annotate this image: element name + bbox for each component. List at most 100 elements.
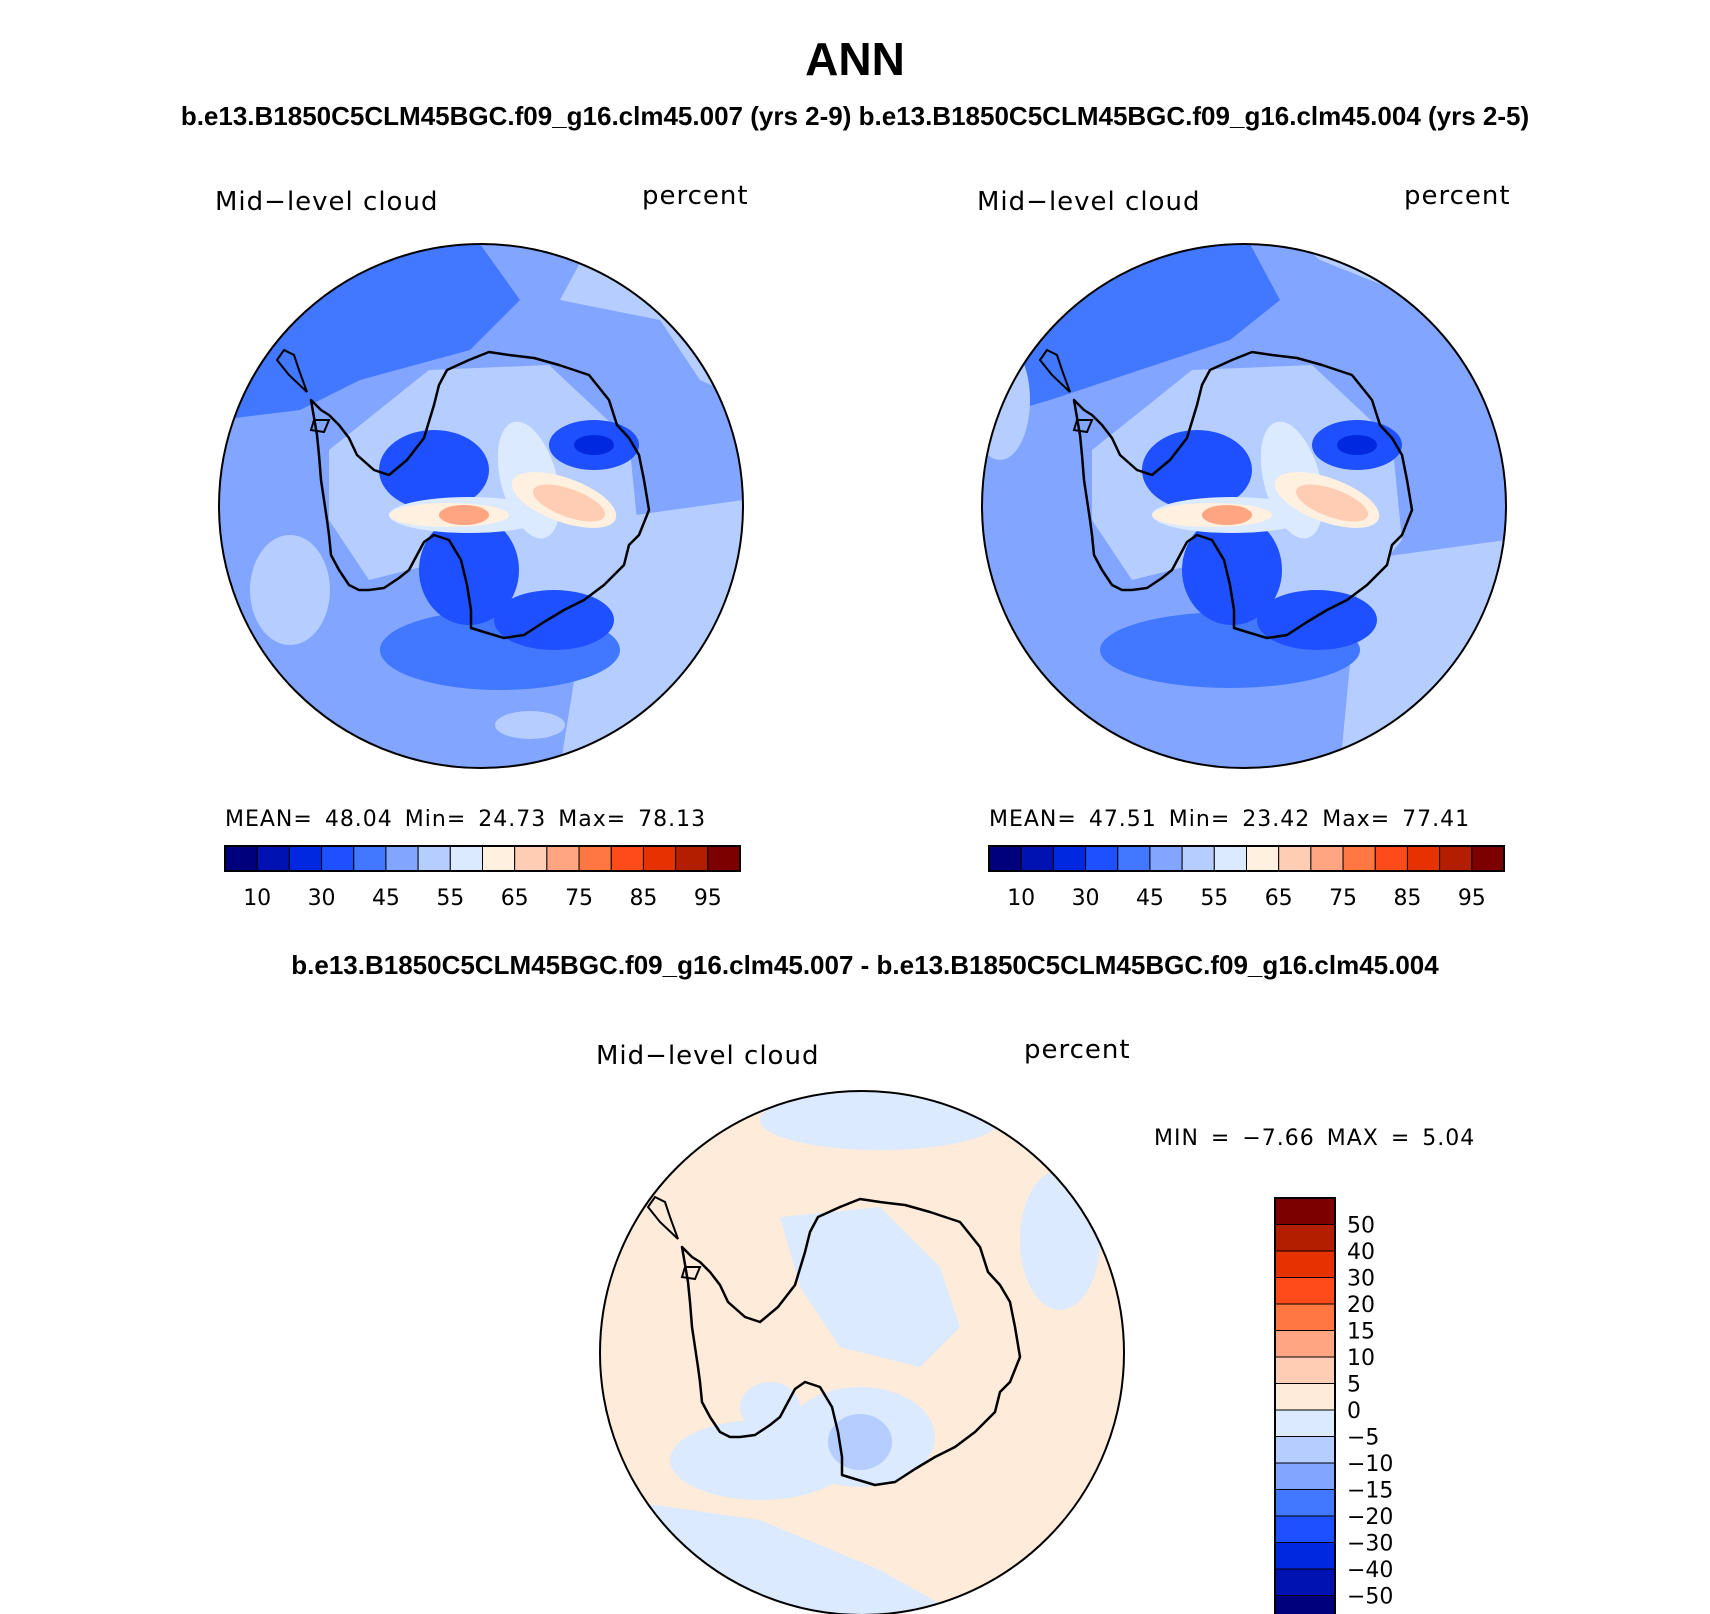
panel1-colorbar-swatch (256, 845, 290, 872)
panel1-stats: MEAN= 48.04 Min= 24.73 Max= 78.13 (225, 807, 707, 832)
panel2-colorbar-swatch (1310, 845, 1344, 872)
diff-colorbar-swatch (1274, 1197, 1336, 1225)
panel2-units-label: percent (1404, 181, 1511, 211)
diff-colorbar-tick-label: 20 (1347, 1293, 1375, 1318)
panel1-units-label: percent (642, 181, 749, 211)
panel2-colorbar-swatch (1052, 845, 1087, 872)
panel2-map (982, 244, 1506, 768)
panel1-colorbar-swatch (417, 845, 451, 872)
panel2-colorbar-swatch (988, 845, 1022, 872)
panel2-colorbar-tick-label: 65 (1265, 886, 1293, 911)
diff-colorbar-swatch (1274, 1224, 1336, 1252)
panel2-colorbar-swatch (1278, 845, 1312, 872)
diff-variable-label: Mid−level cloud (596, 1041, 820, 1071)
panel2-colorbar-swatch (1085, 845, 1119, 872)
panel2-colorbar-tick-label: 55 (1200, 886, 1228, 911)
diff-colorbar-tick-label: 50 (1347, 1214, 1375, 1239)
panel1-colorbar-tick-label: 75 (565, 886, 593, 911)
diff-colorbar-tick-label: −20 (1347, 1505, 1393, 1530)
diff-colorbar-tick-label: 15 (1347, 1320, 1375, 1345)
diff-colorbar-tick-label: −50 (1347, 1585, 1393, 1610)
difference-subtitle: b.e13.B1850C5CLM45BGC.f09_g16.clm45.007 … (291, 950, 1439, 980)
panel1-colorbar-tick-label: 45 (372, 886, 400, 911)
panel2-colorbar-swatch (1439, 845, 1473, 872)
panel2-colorbar-tick-label: 10 (1007, 886, 1035, 911)
panel1-colorbar-swatch (675, 845, 709, 872)
diff-colorbar-swatch (1274, 1303, 1336, 1331)
diff-colorbar-swatch (1274, 1330, 1336, 1358)
panel1-colorbar-tick-label: 10 (243, 886, 271, 911)
diff-colorbar-tick-label: 0 (1347, 1399, 1361, 1424)
panel2-colorbar-swatch (1213, 845, 1247, 872)
panel2-colorbar-swatch (1471, 845, 1505, 872)
diff-colorbar-swatch (1274, 1568, 1336, 1596)
panel2-map-border (981, 243, 1507, 769)
panel1-colorbar-tick-label: 30 (308, 886, 336, 911)
diff-colorbar-tick-label: 5 (1347, 1373, 1361, 1398)
panel1-colorbar-swatch (224, 845, 258, 872)
diff-colorbar-swatch (1274, 1542, 1336, 1570)
diff-colorbar-swatch (1274, 1515, 1336, 1543)
panel1-colorbar-swatch (610, 845, 644, 872)
panel2-colorbar-swatch (1020, 845, 1054, 872)
panel2-colorbar-tick-label: 75 (1329, 886, 1357, 911)
panel2-colorbar-swatch (1246, 845, 1280, 872)
panel1-colorbar-swatch (514, 845, 548, 872)
panel1-colorbar-tick-label: 95 (694, 886, 722, 911)
main-title: ANN (805, 33, 905, 85)
panel2-colorbar-tick-label: 30 (1072, 886, 1100, 911)
panel1-colorbar-swatch (642, 845, 677, 872)
panel1-colorbar-swatch (288, 845, 323, 872)
diff-colorbar-swatch (1274, 1409, 1336, 1437)
panel1-map-border (218, 243, 744, 769)
panel2-stats: MEAN= 47.51 Min= 23.42 Max= 77.41 (989, 807, 1471, 832)
diff-colorbar-tick-label: −10 (1347, 1452, 1393, 1477)
panel1-colorbar: 10 30 45 55 65 75 85 95 (224, 845, 741, 911)
diff-colorbar-swatch (1274, 1462, 1336, 1490)
diff-map (600, 1091, 1124, 1614)
diff-colorbar-tick-label: 40 (1347, 1240, 1375, 1265)
diff-colorbar-tick-label: −30 (1347, 1532, 1393, 1557)
diff-colorbar-tick-label: −5 (1347, 1426, 1379, 1451)
diff-colorbar-swatch (1274, 1383, 1336, 1411)
panel2-colorbar-swatch (1374, 845, 1408, 872)
diff-colorbar-tick-label: 30 (1347, 1267, 1375, 1292)
panel1-colorbar-swatch (482, 845, 516, 872)
diff-map-border (599, 1090, 1125, 1614)
diff-colorbar-swatch (1274, 1489, 1336, 1517)
diff-colorbar-swatch (1274, 1436, 1336, 1464)
panel1-colorbar-tick-label: 65 (501, 886, 529, 911)
diff-colorbar-swatch (1274, 1250, 1336, 1278)
diff-colorbar-tick-label: −15 (1347, 1479, 1393, 1504)
panel1-map (219, 244, 743, 768)
diff-stats: MIN = −7.66 MAX = 5.04 (1154, 1126, 1476, 1151)
panel1-colorbar-swatch (321, 845, 355, 872)
top-subtitle: b.e13.B1850C5CLM45BGC.f09_g16.clm45.007 … (180, 101, 1530, 131)
panel2-colorbar-swatch (1117, 845, 1151, 872)
panel1-colorbar-tick-label: 85 (629, 886, 657, 911)
panel2-colorbar-tick-label: 45 (1136, 886, 1164, 911)
diff-colorbar-swatch (1274, 1356, 1336, 1384)
panel2-colorbar-tick-label: 85 (1393, 886, 1421, 911)
diff-colorbar-tick-label: −40 (1347, 1558, 1393, 1583)
panel1-colorbar-tick-label: 55 (436, 886, 464, 911)
diff-colorbar-swatch (1274, 1277, 1336, 1305)
diff-units-label: percent (1024, 1035, 1131, 1065)
panel1-colorbar-swatch (578, 845, 612, 872)
panel1-colorbar-swatch (353, 845, 387, 872)
diff-colorbar-tick-label: 10 (1347, 1346, 1375, 1371)
panel2-colorbar-swatch (1181, 845, 1215, 872)
panel2-colorbar-swatch (1406, 845, 1441, 872)
panel1-colorbar-swatch (449, 845, 483, 872)
panel2-variable-label: Mid−level cloud (977, 187, 1201, 217)
panel2-colorbar-tick-label: 95 (1458, 886, 1486, 911)
panel1-colorbar-swatch (546, 845, 580, 872)
panel1-variable-label: Mid−level cloud (215, 187, 439, 217)
panel1-colorbar-swatch (707, 845, 741, 872)
panel2-colorbar-swatch (1342, 845, 1376, 872)
diff-colorbar-swatch (1274, 1595, 1336, 1614)
panel1-colorbar-swatch (385, 845, 419, 872)
panel2-colorbar-swatch (1149, 845, 1183, 872)
